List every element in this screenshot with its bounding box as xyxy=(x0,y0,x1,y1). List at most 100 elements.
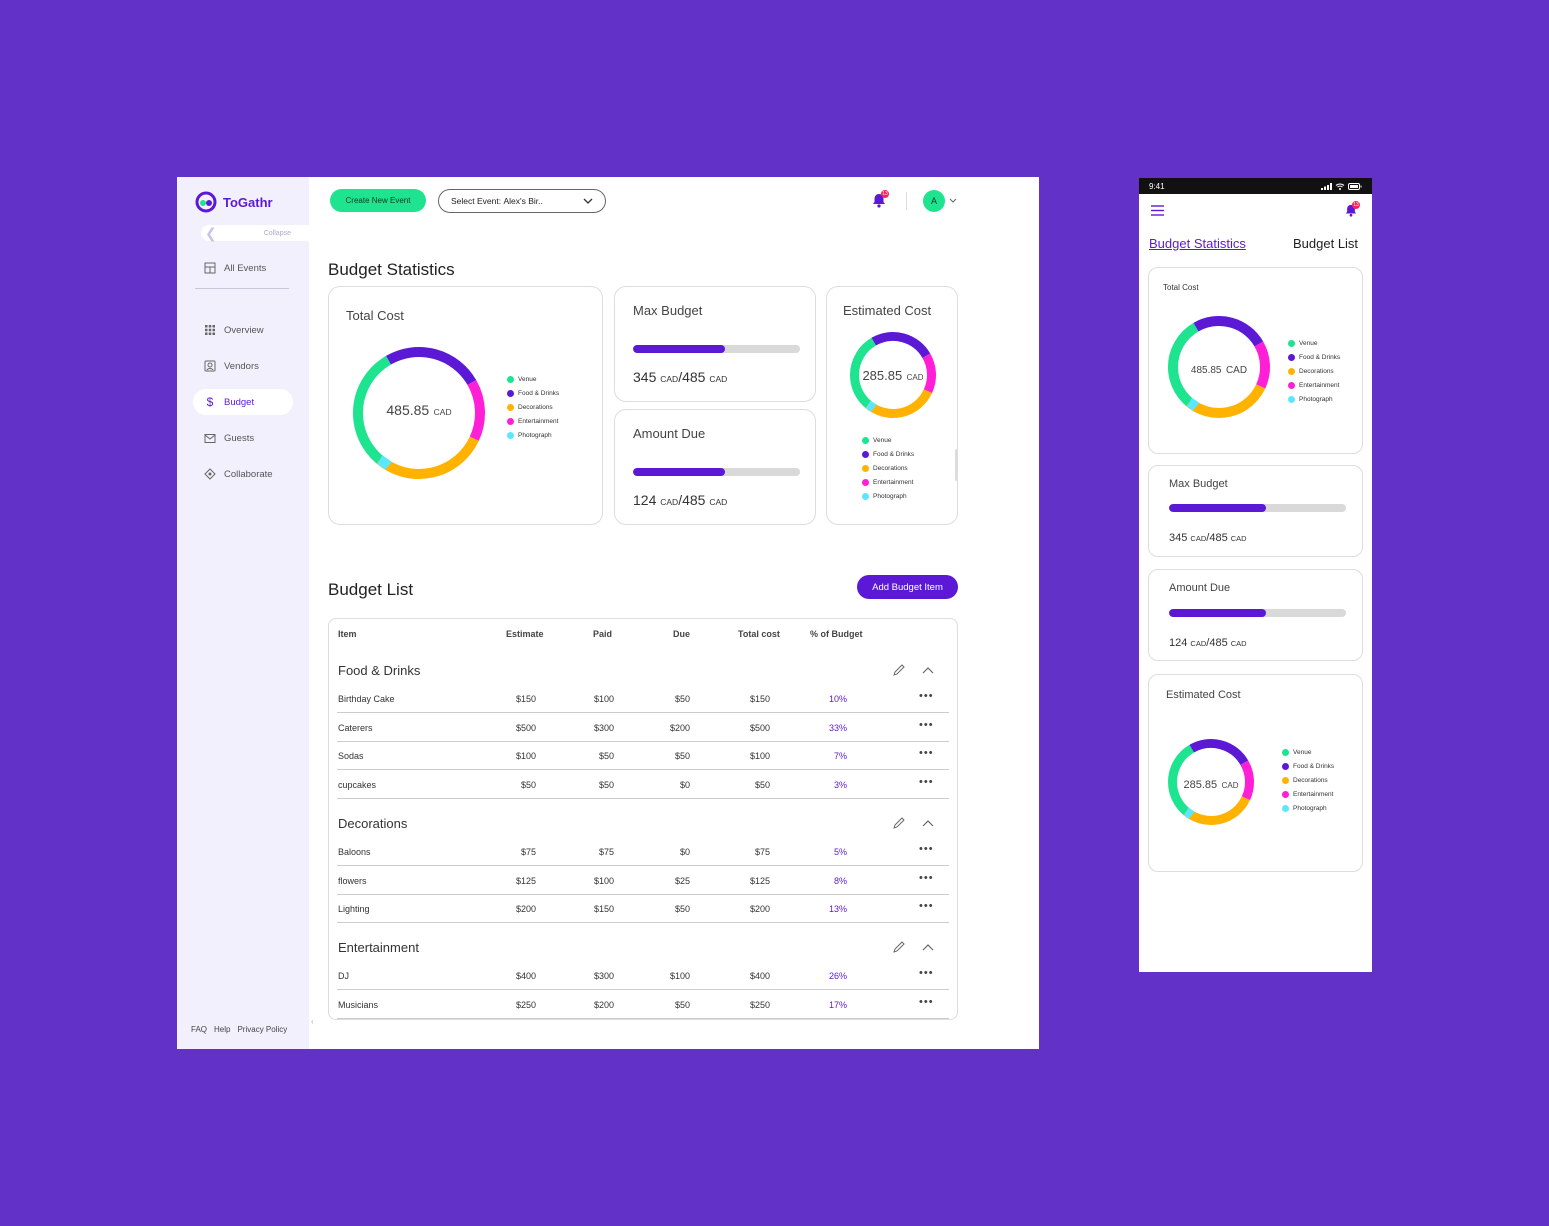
group-actions xyxy=(892,940,934,954)
cell-due: $200 xyxy=(669,722,690,733)
edit-pencil-icon[interactable] xyxy=(892,940,906,954)
legend-label: Food & Drinks xyxy=(1293,763,1335,770)
more-options-icon[interactable]: ••• xyxy=(919,747,934,760)
notification-button[interactable]: 13 xyxy=(872,190,889,213)
more-options-icon[interactable]: ••• xyxy=(919,842,934,855)
mobile-estimated-cost-center: 285.85 CAD xyxy=(1163,775,1259,793)
mobile-notification-button[interactable]: 13 xyxy=(1345,201,1360,222)
legend-dot xyxy=(507,390,514,397)
tab-budget-list[interactable]: Budget List xyxy=(1293,236,1359,251)
sidebar-item-all-events[interactable]: All Events xyxy=(193,255,293,281)
more-options-icon[interactable]: ••• xyxy=(919,995,934,1008)
table-row[interactable]: Caterers $500 $300 $200 $500 33% ••• xyxy=(337,713,949,742)
logo[interactable]: ToGathr xyxy=(195,191,273,213)
table-row[interactable]: Baloons $75 $75 $0 $75 5% ••• xyxy=(337,837,949,866)
tab-budget-statistics[interactable]: Budget Statistics xyxy=(1149,236,1246,251)
mobile-estimated-cost-unit: CAD xyxy=(1221,781,1239,790)
sidebar-item-vendors[interactable]: Vendors xyxy=(193,353,293,379)
table-row[interactable]: flowers $125 $100 $25 $125 8% ••• xyxy=(337,866,949,895)
amount-due-amount: 124 CAD/485 CAD xyxy=(633,492,728,508)
legend-label: Decorations xyxy=(1293,777,1328,784)
logo-icon xyxy=(195,191,217,213)
edit-pencil-icon[interactable] xyxy=(892,663,906,677)
mobile-total-cost-title: Total Cost xyxy=(1163,283,1199,292)
mobile-max-budget-amount: 345 CAD/485 CAD xyxy=(1169,532,1247,544)
add-budget-item-button[interactable]: Add Budget Item xyxy=(857,575,958,599)
table-row[interactable]: DJ $400 $300 $100 $400 26% ••• xyxy=(337,961,949,990)
collapse-button[interactable]: ❮ Collapse xyxy=(201,225,309,241)
privacy-policy-link[interactable]: Privacy Policy xyxy=(237,1025,288,1034)
mobile-max-budget-progress-fill xyxy=(1169,504,1267,512)
table-row[interactable]: Lighting $200 $150 $50 $200 13% ••• xyxy=(337,894,949,924)
cell-item: Caterers xyxy=(338,722,373,733)
table-row[interactable]: Birthday Cake $150 $100 $50 $150 10% ••• xyxy=(337,684,949,713)
app-name: ToGathr xyxy=(223,194,273,210)
sidebar-divider xyxy=(195,288,289,289)
legend-item: Venue xyxy=(1288,339,1340,348)
cell-total-cost: $200 xyxy=(749,904,770,915)
faq-link[interactable]: FAQ xyxy=(191,1025,208,1034)
donut-segment-food-drinks xyxy=(1193,316,1264,347)
more-options-icon[interactable]: ••• xyxy=(919,900,934,913)
chevron-left-icon: ❮ xyxy=(205,225,217,241)
legend-label: Food & Drinks xyxy=(1299,354,1341,361)
legend-label: Entertainment xyxy=(1299,382,1340,389)
more-options-icon[interactable]: ••• xyxy=(919,871,934,884)
donut-segment-venue xyxy=(850,337,877,413)
legend-label: Photograph xyxy=(873,493,907,500)
legend-item: Entertainment xyxy=(1282,790,1334,799)
legend-dot xyxy=(1282,805,1289,812)
more-options-icon[interactable]: ••• xyxy=(919,718,934,731)
estimated-cost-unit: CAD xyxy=(906,373,924,382)
expand-handle-icon[interactable]: ‹ xyxy=(311,1017,314,1026)
edit-pencil-icon[interactable] xyxy=(892,816,906,830)
cell-estimate: $75 xyxy=(520,846,536,857)
scrollbar[interactable] xyxy=(955,449,958,481)
legend-item: Photograph xyxy=(1288,395,1340,404)
group-header: Decorations xyxy=(338,816,950,836)
cell-item: cupcakes xyxy=(338,780,377,791)
more-options-icon[interactable]: ••• xyxy=(919,690,934,702)
more-options-icon[interactable]: ••• xyxy=(919,966,934,979)
amount-due-max: 485 xyxy=(682,492,706,508)
table-row[interactable]: cupcakes $50 $50 $0 $50 3% ••• xyxy=(337,770,949,800)
help-link[interactable]: Help xyxy=(214,1025,231,1034)
sidebar-item-collaborate[interactable]: Collaborate xyxy=(193,461,293,487)
donut-segment-entertainment xyxy=(467,380,485,441)
cell-total-cost: $250 xyxy=(749,999,770,1010)
legend-item: Photograph xyxy=(1282,804,1334,813)
table-row[interactable]: Sodas $100 $50 $50 $100 7% ••• xyxy=(337,741,949,771)
budget-table: Item Estimate Paid Due Total cost % of B… xyxy=(328,618,958,1020)
sidebar-item-guests[interactable]: Guests xyxy=(193,425,293,451)
user-menu[interactable]: A xyxy=(923,190,957,212)
mobile-total-cost-legend: Venue Food & Drinks Decorations Entertainme… xyxy=(1288,339,1340,404)
event-select[interactable]: Select Event: Alex's Bir.. xyxy=(438,189,606,213)
sidebar-item-label: All Events xyxy=(224,262,267,274)
sidebar-item-budget[interactable]: $ Budget xyxy=(193,389,293,415)
cell-percent: 3% xyxy=(833,780,847,791)
legend-label: Venue xyxy=(1299,340,1318,347)
max-budget-card: Max Budget 345 CAD/485 CAD xyxy=(614,286,816,402)
amount-due-unit: CAD xyxy=(709,497,728,507)
mobile-amount-due-max: 485 xyxy=(1209,637,1228,649)
estimated-cost-value: 285.85 xyxy=(862,368,903,383)
more-options-icon[interactable]: ••• xyxy=(919,776,934,789)
cell-percent: 33% xyxy=(828,722,847,733)
menu-icon[interactable] xyxy=(1151,205,1164,216)
group-actions xyxy=(892,663,934,677)
sidebar-item-overview[interactable]: Overview xyxy=(193,317,293,343)
dollar-icon: $ xyxy=(206,395,214,409)
create-new-event-button[interactable]: Create New Event xyxy=(330,189,426,212)
header-paid: Paid xyxy=(593,629,613,639)
chevron-up-icon[interactable] xyxy=(922,943,934,951)
cell-estimate: $125 xyxy=(515,875,536,886)
total-cost-unit: CAD xyxy=(433,407,452,417)
donut-segment-entertainment xyxy=(922,353,936,394)
chevron-up-icon[interactable] xyxy=(922,666,934,674)
total-cost-card: Total Cost 485.85 CAD Venue Food & Drinks… xyxy=(328,286,603,525)
table-row[interactable]: Musicians $250 $200 $50 $250 17% ••• xyxy=(337,990,949,1019)
chevron-up-icon[interactable] xyxy=(922,819,934,827)
cell-estimate: $150 xyxy=(515,694,536,704)
total-cost-donut xyxy=(353,347,485,479)
legend-item: Decorations xyxy=(1288,367,1340,376)
